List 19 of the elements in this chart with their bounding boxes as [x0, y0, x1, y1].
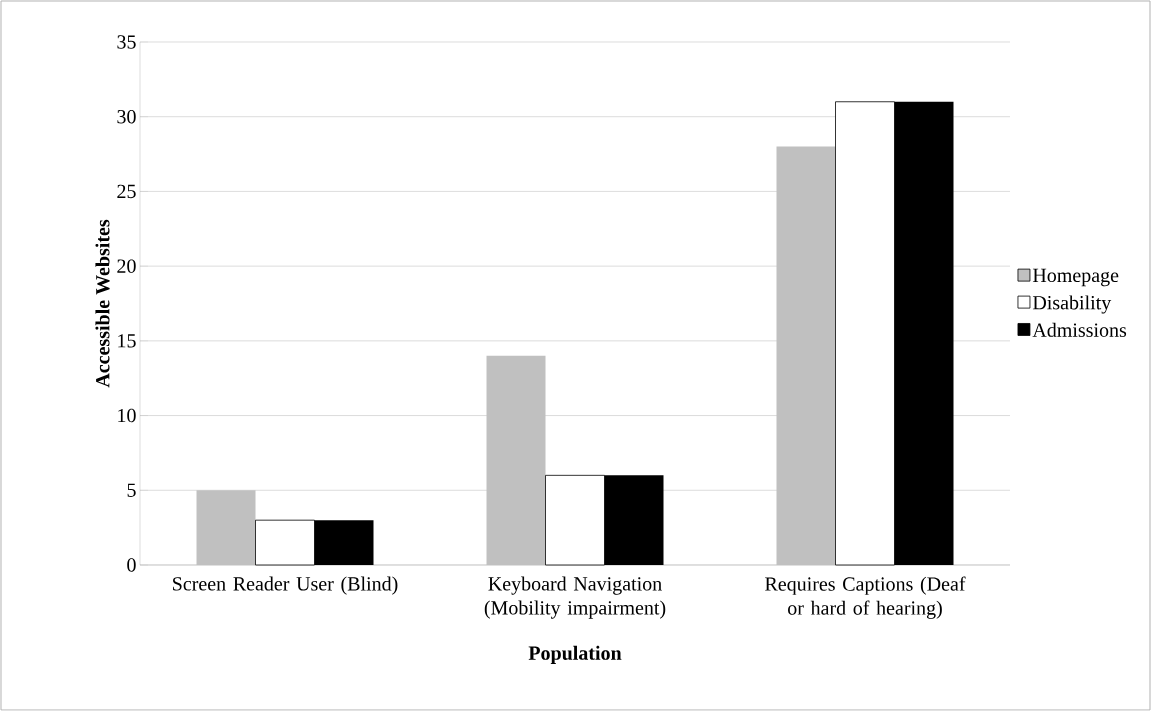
y-tick-label: 15: [118, 334, 136, 348]
x-tick-label: Requires Captions (Deaf or hard of hearing): [765, 576, 966, 619]
bar: [776, 146, 836, 565]
bar: [196, 490, 256, 565]
y-tick-label: 35: [117, 35, 136, 49]
y-tick-label: 10: [118, 408, 136, 423]
legend-label: Disability: [1032, 295, 1112, 314]
y-tick-label: 0: [127, 558, 136, 572]
legend-label: Homepage: [1032, 268, 1119, 287]
x-tick-label: Keyboard Navigation (Mobility impairment): [484, 576, 666, 619]
y-tick-label: 30: [117, 109, 136, 124]
x-axis-title: Population: [528, 645, 622, 664]
y-tick-label: 20: [117, 259, 136, 273]
x-tick-label: Screen Reader User (Blind): [173, 576, 398, 595]
y-tick-label: 25: [117, 184, 136, 199]
bar: [486, 355, 546, 565]
legend-label: Admissions: [1032, 322, 1127, 337]
y-axis-title: Accessible Websites: [95, 219, 110, 388]
y-tick-label: 5: [127, 483, 136, 497]
